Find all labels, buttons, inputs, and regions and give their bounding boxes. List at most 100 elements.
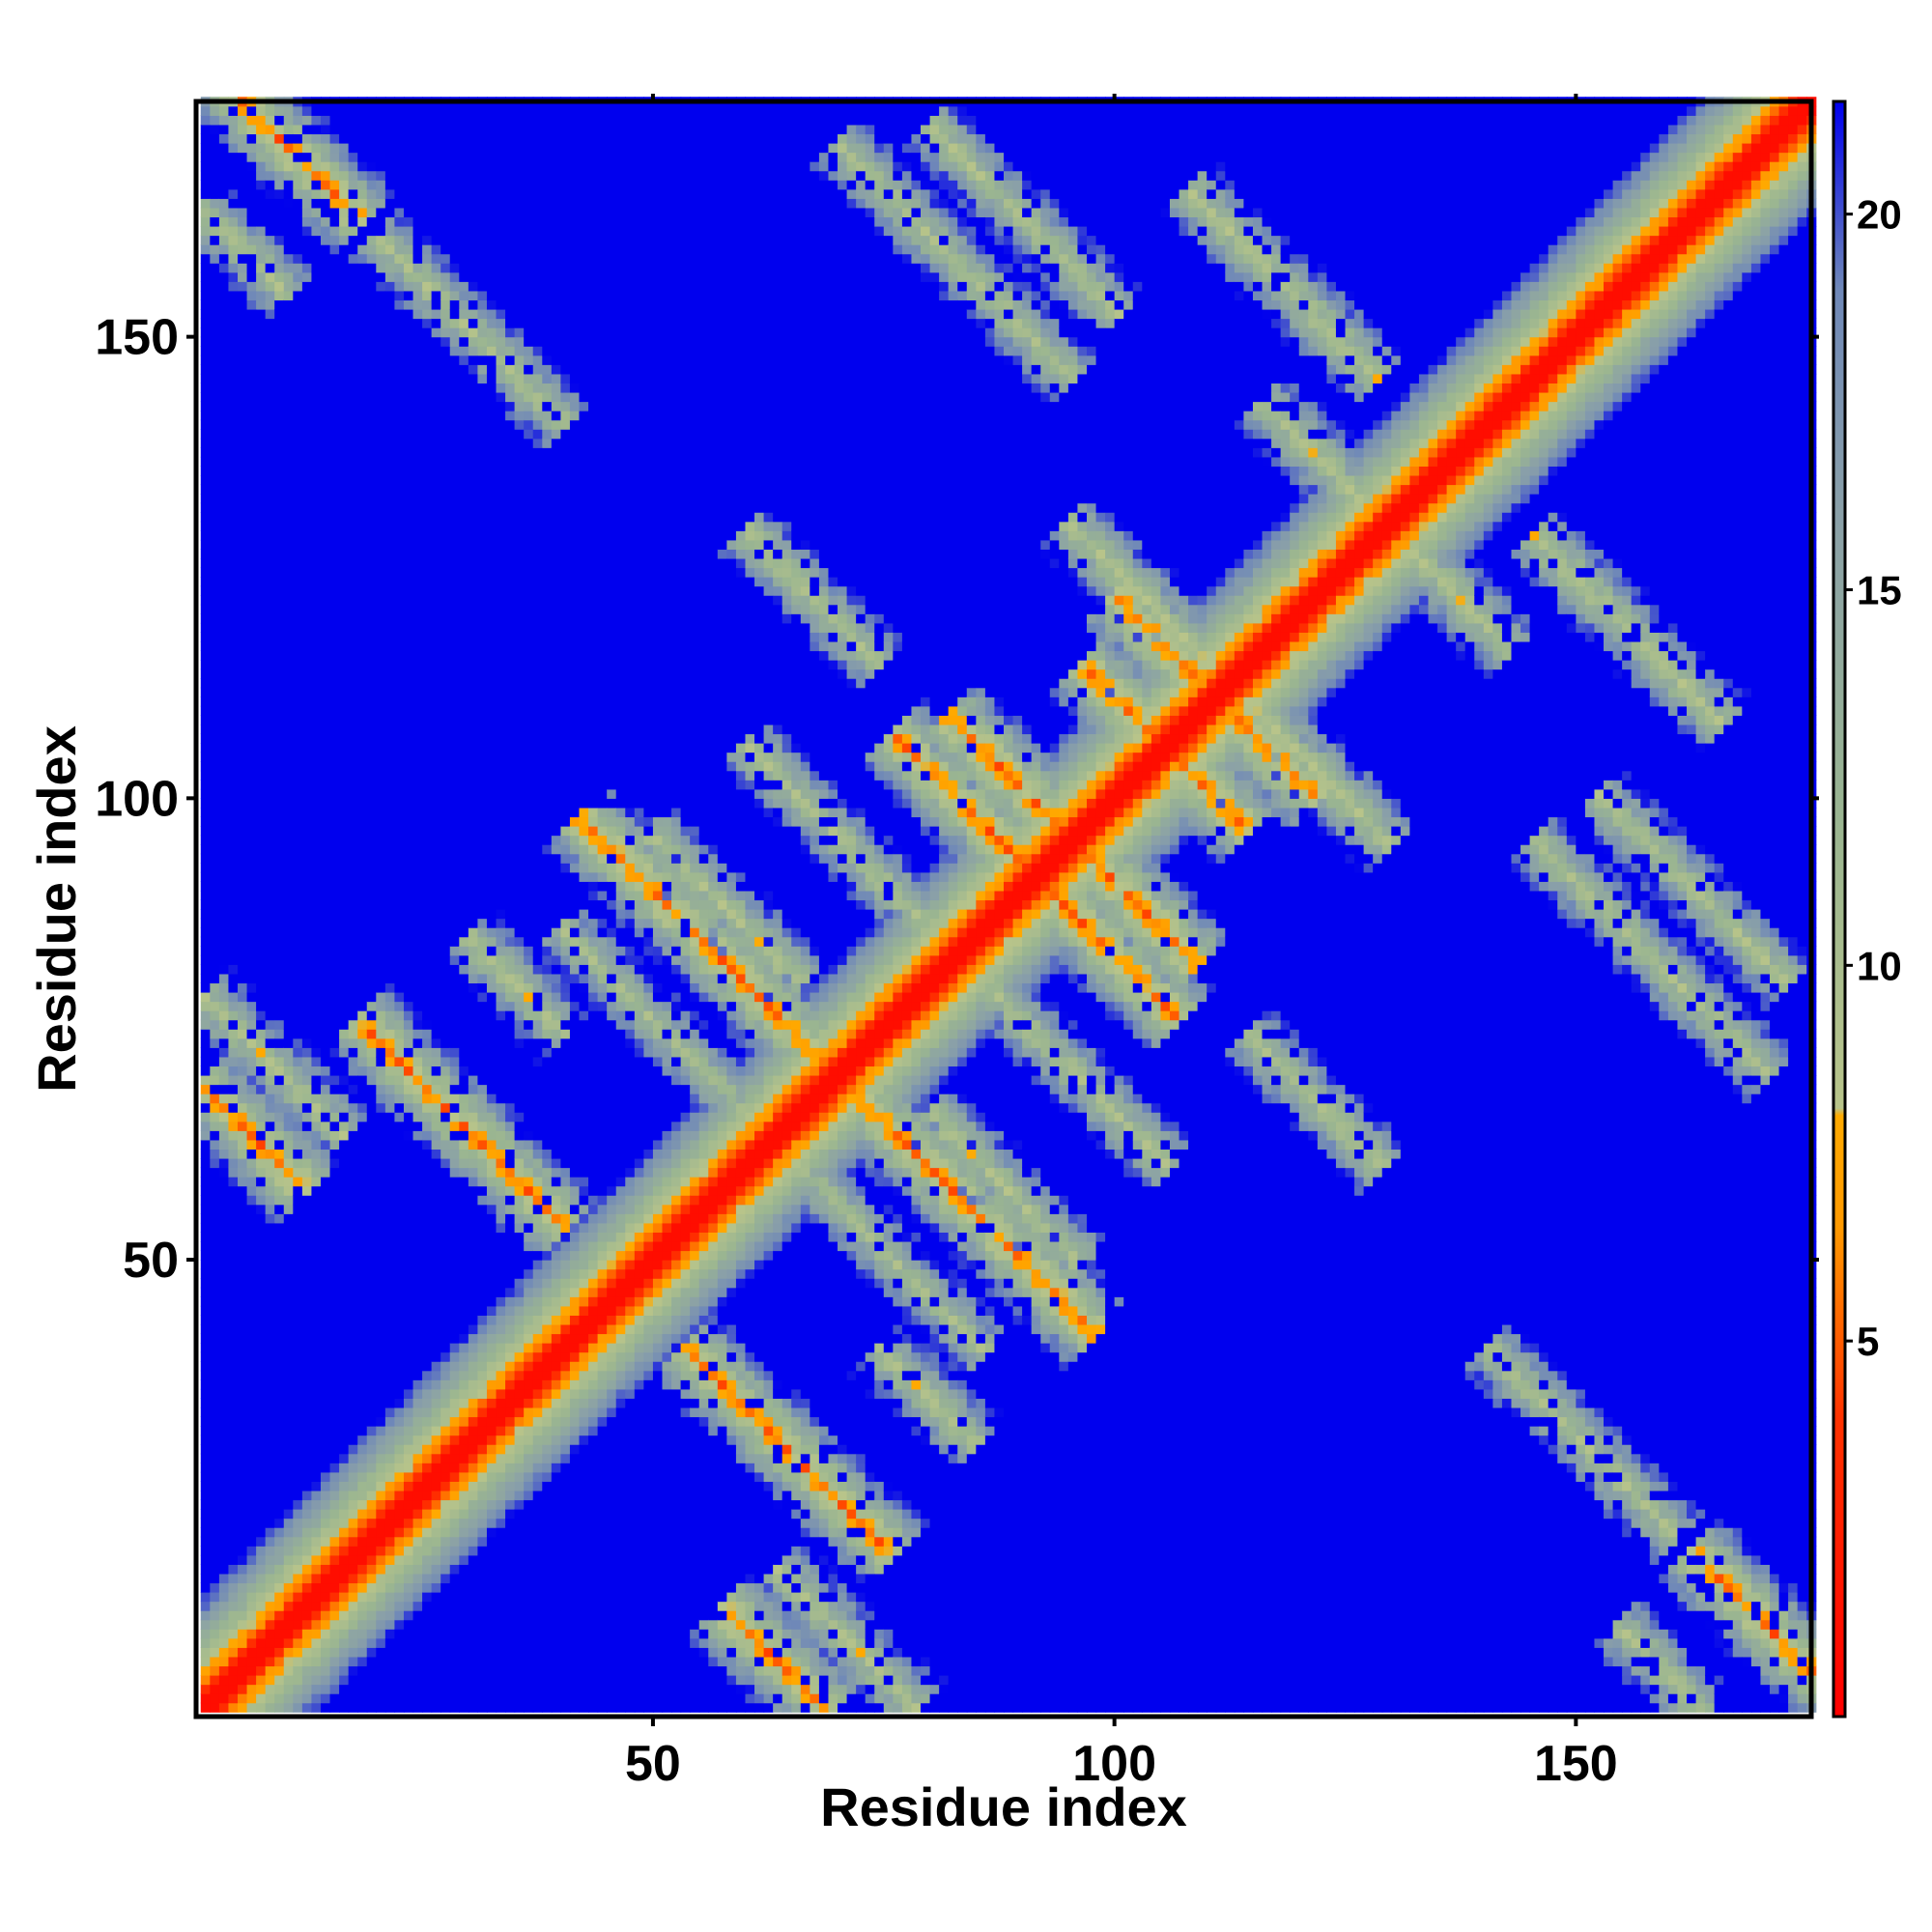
heatmap-cell [247,494,257,503]
heatmap-cell [311,816,321,826]
heatmap-cell [266,1177,275,1186]
heatmap-cell [293,337,302,347]
heatmap-cell [293,133,302,143]
heatmap-cell [228,383,238,392]
heatmap-cell [321,1029,330,1038]
heatmap-cell [311,808,321,817]
heatmap-cell [357,1371,367,1380]
heatmap-cell [385,955,395,965]
heatmap-cell [293,863,302,872]
heatmap-cell [219,327,229,337]
heatmap-cell [422,1223,432,1233]
heatmap-cell [330,180,340,189]
heatmap-cell [274,1038,284,1048]
heatmap-cell [376,706,385,716]
heatmap-cell [440,1241,450,1251]
heatmap-cell [376,1343,385,1352]
heatmap-cell [201,743,211,753]
heatmap-cell [376,1122,385,1131]
heatmap-cell [284,919,294,928]
heatmap-cell [404,466,413,475]
heatmap-cell [266,1657,275,1666]
heatmap-cell [256,650,266,660]
heatmap-cell [311,1463,321,1472]
heatmap-cell [247,540,257,550]
heatmap-cell [247,761,257,771]
heatmap-cell [266,1610,275,1620]
heatmap-cell [367,1223,377,1233]
heatmap-cell [256,171,266,181]
heatmap-cell [284,761,294,771]
heatmap-cell [357,660,367,669]
heatmap-cell [367,1112,377,1122]
heatmap-cell [210,1693,219,1703]
heatmap-cell [256,494,266,503]
heatmap-cell [394,337,404,347]
heatmap-cell [201,1657,211,1666]
heatmap-cell [284,927,294,937]
heatmap-cell [284,992,294,1002]
heatmap-cell [349,909,358,919]
heatmap-cell [330,844,340,854]
heatmap-cell [357,595,367,605]
heatmap-cell [440,1693,450,1703]
heatmap-cell [201,964,211,974]
heatmap-cell [201,632,211,641]
heatmap-cell [311,171,321,181]
heatmap-cell [432,1361,441,1371]
heatmap-cell [247,964,257,974]
heatmap-cell [376,613,385,623]
heatmap-cell [357,466,367,475]
heatmap-cell [266,1582,275,1592]
heatmap-cell [311,1047,321,1057]
heatmap-cell [339,447,349,457]
heatmap-cell [376,236,385,245]
heatmap-cell [210,1574,219,1583]
heatmap-cell [339,1657,349,1666]
heatmap-cell [422,1574,432,1583]
heatmap-cell [330,623,340,633]
heatmap-cell [228,872,238,882]
heatmap-cell [266,244,275,254]
heatmap-cell [413,660,423,669]
heatmap-cell [321,1251,330,1261]
heatmap-cell [219,1057,229,1066]
heatmap-cell [247,180,257,189]
heatmap-cell [266,1444,275,1454]
heatmap-cell [376,678,385,688]
heatmap-cell [339,1112,349,1122]
heatmap-cell [349,1324,358,1334]
heatmap-cell [293,475,302,485]
heatmap-cell [219,1444,229,1454]
heatmap-cell [284,1306,294,1316]
heatmap-cell [394,1499,404,1509]
heatmap-cell [367,946,377,955]
heatmap-cell [302,1564,312,1574]
heatmap-cell [266,586,275,596]
heatmap-cell [284,1315,294,1324]
heatmap-cell [367,540,377,550]
heatmap-cell [238,208,247,217]
heatmap-cell [394,688,404,697]
heatmap-cell [311,291,321,300]
heatmap-cell [284,1499,294,1509]
heatmap-cell [210,1223,219,1233]
heatmap-cell [367,180,377,189]
heatmap-cell [302,1010,312,1020]
heatmap-cell [219,439,229,448]
heatmap-cell [210,1029,219,1038]
heatmap-cell [293,1334,302,1344]
heatmap-cell [413,1620,423,1630]
heatmap-cell [228,1065,238,1075]
heatmap-cell [376,1389,385,1399]
heatmap-cell [293,309,302,319]
heatmap-cell [321,1685,330,1694]
heatmap-cell [422,1592,432,1602]
heatmap-cell [201,549,211,558]
heatmap-cell [210,761,219,771]
heatmap-cell [413,457,423,467]
heatmap-cell [413,789,423,799]
heatmap-cell [311,586,321,596]
heatmap-cell [228,475,238,485]
heatmap-cell [413,1020,423,1030]
